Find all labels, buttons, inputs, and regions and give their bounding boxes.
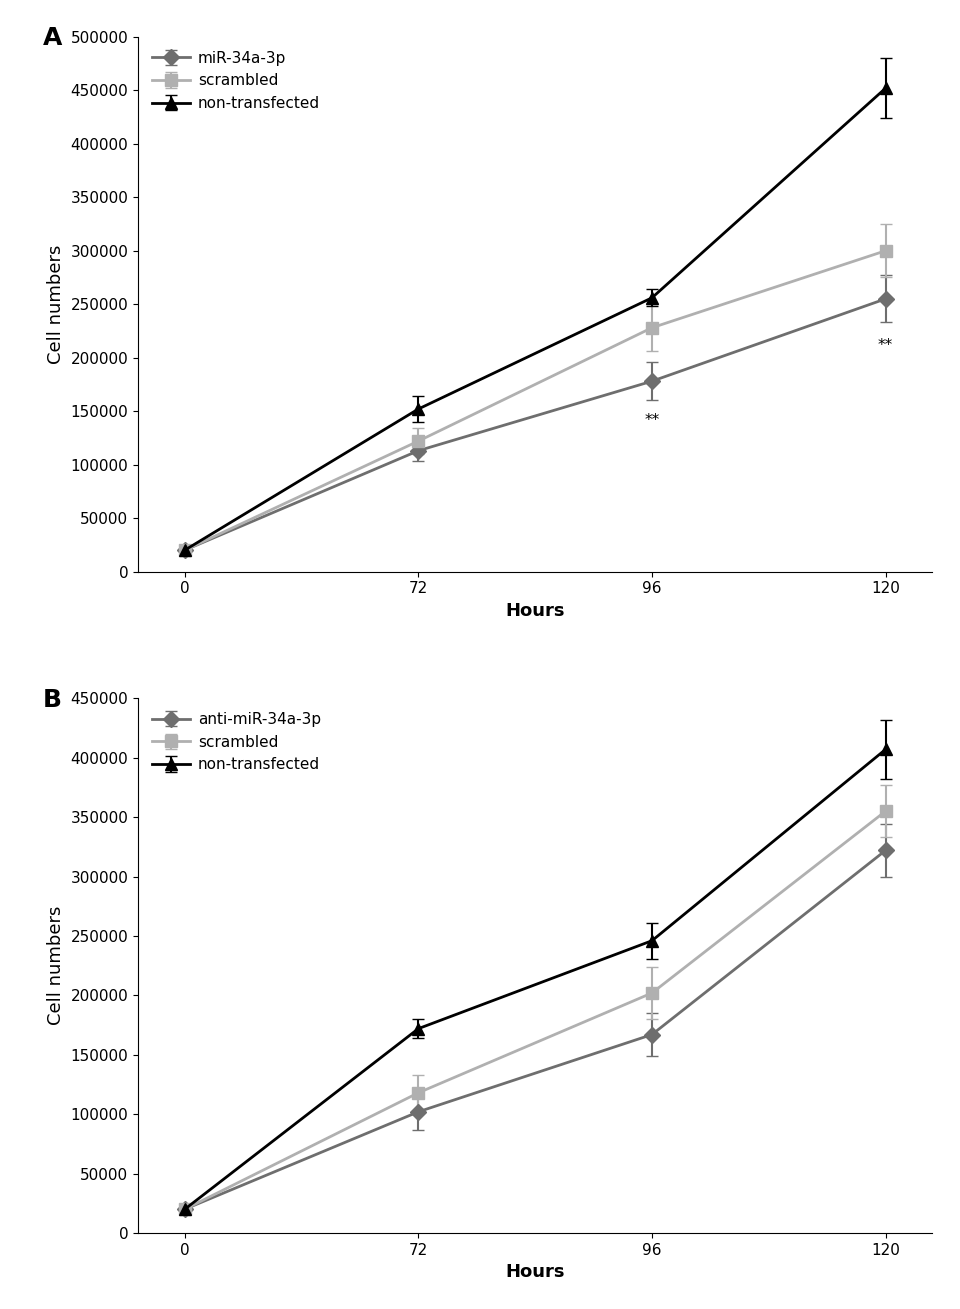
Text: A: A [43,26,62,50]
Y-axis label: Cell numbers: Cell numbers [47,906,65,1025]
Text: **: ** [644,414,660,428]
Text: **: ** [877,339,893,353]
X-axis label: Hours: Hours [505,602,564,619]
Text: B: B [43,687,61,712]
X-axis label: Hours: Hours [505,1263,564,1282]
Legend: anti-miR-34a-3p, scrambled, non-transfected: anti-miR-34a-3p, scrambled, non-transfec… [146,706,327,779]
Legend: miR-34a-3p, scrambled, non-transfected: miR-34a-3p, scrambled, non-transfected [146,45,326,117]
Y-axis label: Cell numbers: Cell numbers [47,245,65,364]
